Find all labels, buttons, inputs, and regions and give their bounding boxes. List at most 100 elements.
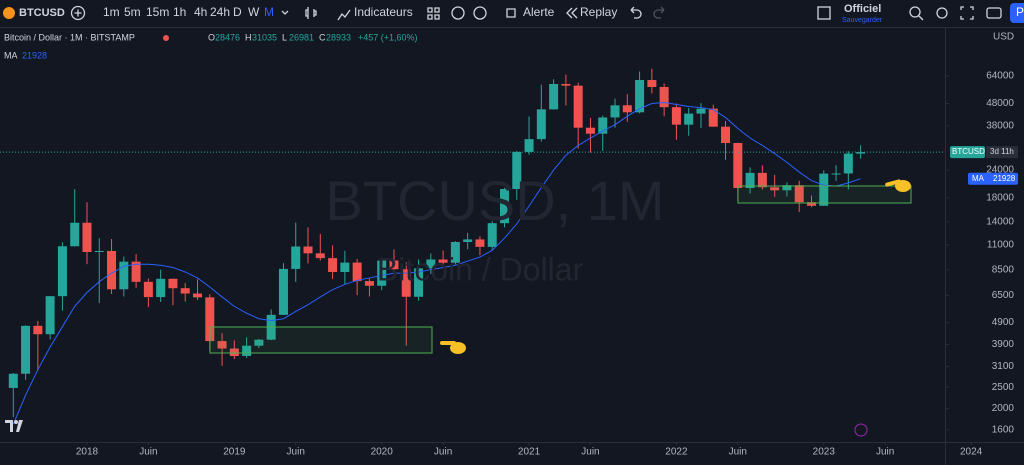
y-tick-label: 64000 xyxy=(986,71,1014,82)
symbol-icon xyxy=(3,7,15,19)
y-tick-label: 11000 xyxy=(987,240,1015,251)
y-tick-label: 2500 xyxy=(992,382,1015,393)
watermark-name: Bitcoin / Dollar xyxy=(377,251,584,287)
interval-button[interactable]: 24h xyxy=(210,5,230,19)
candle-body xyxy=(598,117,608,134)
chart-type[interactable] xyxy=(305,7,317,19)
alert-button[interactable]: Alerte xyxy=(523,5,555,19)
candle-body xyxy=(33,325,43,335)
ohlc-value: 31035 xyxy=(252,32,277,42)
template-a[interactable] xyxy=(451,6,465,20)
candle-body xyxy=(843,153,853,174)
zone-2019 xyxy=(209,326,433,354)
candle-body xyxy=(831,173,841,175)
candle-body xyxy=(414,268,424,297)
candle-body xyxy=(193,293,202,298)
ma-tag-value: 21928 xyxy=(993,174,1016,183)
checkbox[interactable] xyxy=(817,6,831,20)
watermark-symbol: BTCUSD, 1M xyxy=(325,169,664,232)
candle-body xyxy=(131,261,141,282)
x-tick-label: Juin xyxy=(139,447,157,458)
candle-body xyxy=(328,258,338,272)
candle-body xyxy=(807,202,816,206)
candle-body xyxy=(512,151,522,189)
pointing-hand xyxy=(440,341,466,354)
legend-ohlc: O 28476 H 31035 L 26981 C 28933 +457 (+1,60%) xyxy=(208,32,418,42)
y-tick-label: 38000 xyxy=(986,121,1014,132)
layout-name[interactable]: Officiel xyxy=(844,3,881,15)
candle-body xyxy=(610,105,620,118)
candle-body xyxy=(684,113,694,125)
ohlc-change: +457 (+1,60%) xyxy=(358,32,418,42)
candle-body xyxy=(364,281,374,286)
candle-body xyxy=(340,262,350,272)
x-tick-label: 2021 xyxy=(518,447,541,458)
ohlc-value: 28476 xyxy=(215,32,240,42)
pointing-hand xyxy=(885,179,911,192)
interval-button[interactable]: 1m xyxy=(103,5,120,19)
redo[interactable] xyxy=(653,6,665,19)
candle-body xyxy=(94,250,104,252)
y-tick-label: 24000 xyxy=(986,165,1014,176)
candle-body xyxy=(315,253,325,259)
undo[interactable] xyxy=(630,6,642,19)
interval-menu[interactable] xyxy=(281,10,289,15)
interval-button[interactable]: 5m xyxy=(124,5,141,19)
save-button[interactable]: Sauvegarder xyxy=(842,17,883,24)
indicators-button[interactable]: Indicateurs xyxy=(354,5,413,19)
interval-button[interactable]: M xyxy=(264,5,274,19)
interval-button[interactable]: 4h xyxy=(194,5,207,19)
x-tick-label: Juin xyxy=(581,447,599,458)
market-status xyxy=(163,35,169,41)
y-tick-label: 1600 xyxy=(992,425,1015,436)
candle-body xyxy=(733,143,743,189)
candle-body xyxy=(647,80,657,87)
candle-body xyxy=(585,127,595,134)
legend-ma-value: 21928 xyxy=(22,50,47,60)
template-b[interactable] xyxy=(473,6,487,20)
chart-area xyxy=(0,68,945,425)
add-symbol[interactable] xyxy=(70,5,86,21)
settings[interactable] xyxy=(936,7,948,19)
x-tick-label: Juin xyxy=(729,447,747,458)
events-icon[interactable] xyxy=(854,423,868,437)
currency[interactable]: USD xyxy=(993,32,1014,43)
interval-button[interactable]: D xyxy=(233,5,242,19)
candle-body xyxy=(119,261,129,290)
candle-body xyxy=(622,105,632,113)
candle-body xyxy=(8,373,18,388)
x-tick-label: 2022 xyxy=(665,447,688,458)
candle-body xyxy=(352,262,362,282)
candle-body xyxy=(524,139,534,152)
interval-button[interactable]: 15m xyxy=(146,5,169,19)
y-tick-label: 48000 xyxy=(986,98,1014,109)
indicators-icon xyxy=(337,9,351,21)
countdown: 3d 11h xyxy=(990,147,1014,156)
candle-body xyxy=(254,339,264,346)
replay-button[interactable]: Replay xyxy=(580,5,617,19)
interval-button[interactable]: W xyxy=(248,5,260,19)
ohlc-label: H xyxy=(245,32,252,42)
fullscreen[interactable] xyxy=(960,6,974,20)
interval-button[interactable]: 1h xyxy=(173,5,186,19)
y-tick-label: 2000 xyxy=(992,403,1015,414)
candle-body xyxy=(156,278,166,298)
candle-body xyxy=(573,85,583,128)
candle-body xyxy=(745,172,755,189)
profile-button[interactable] xyxy=(1010,3,1024,23)
candle-body xyxy=(57,246,67,297)
snapshot[interactable] xyxy=(986,7,1002,19)
candle-body xyxy=(696,108,706,114)
search[interactable] xyxy=(909,6,921,18)
price-tag xyxy=(950,146,985,159)
x-tick-label: 2019 xyxy=(223,447,246,458)
candle-body xyxy=(819,173,829,206)
symbol[interactable]: BTCUSD xyxy=(19,7,65,19)
candle-body xyxy=(500,188,509,224)
layouts[interactable] xyxy=(427,7,440,20)
candle-body xyxy=(242,345,252,356)
candle-body xyxy=(401,269,411,297)
candle-body xyxy=(794,185,804,203)
